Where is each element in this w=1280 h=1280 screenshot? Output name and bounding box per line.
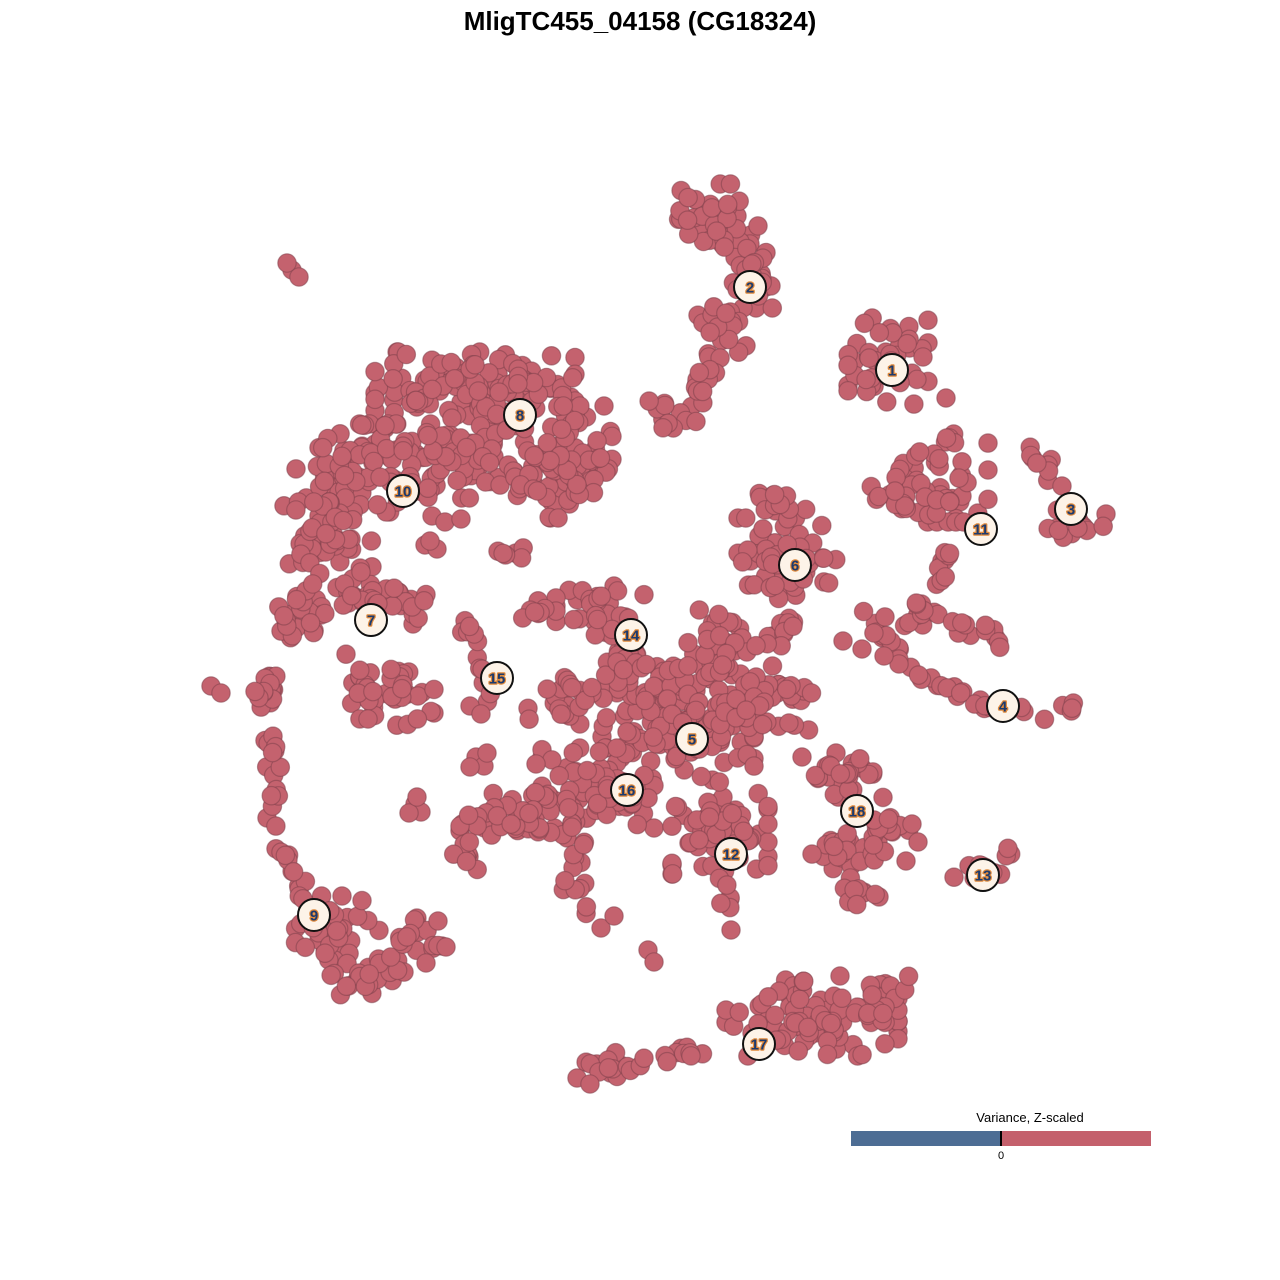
svg-text:17: 17 [751,1037,768,1054]
legend-tick-label: 0 [997,1150,1005,1162]
cluster-label-14: 14 [614,618,648,652]
cluster-label-5: 5 [675,722,709,756]
svg-text:2: 2 [746,280,754,297]
cluster-label-17: 17 [742,1027,776,1061]
cluster-label-2: 2 [733,270,767,304]
svg-text:13: 13 [975,868,992,885]
cluster-label-1: 1 [875,353,909,387]
svg-text:18: 18 [849,804,866,821]
cluster-label-9: 9 [297,898,331,932]
svg-text:3: 3 [1067,502,1075,519]
svg-text:1: 1 [888,363,896,380]
svg-text:11: 11 [973,522,989,539]
svg-text:6: 6 [791,558,799,575]
cluster-label-7: 7 [354,603,388,637]
cluster-label-16: 16 [610,773,644,807]
cluster-label-8: 8 [503,398,537,432]
svg-text:12: 12 [723,847,740,864]
cluster-label-10: 10 [386,474,420,508]
points-layer [201,174,1116,1094]
svg-text:4: 4 [999,699,1008,716]
cluster-label-18: 18 [840,794,874,828]
svg-text:5: 5 [688,732,696,749]
legend-title: Variance, Z-scaled [976,1110,1084,1125]
plot-title: MligTC455_04158 (CG18324) [463,6,817,36]
svg-text:7: 7 [367,613,375,630]
svg-text:15: 15 [489,671,506,688]
svg-text:14: 14 [623,628,640,645]
cluster-label-4: 4 [986,689,1020,723]
svg-text:9: 9 [310,908,318,925]
cluster-label-3: 3 [1054,492,1088,526]
cluster-label-15: 15 [480,661,514,695]
cluster-label-12: 12 [714,837,748,871]
cluster-label-6: 6 [778,548,812,582]
svg-text:16: 16 [619,783,636,800]
legend-gradient-bar [851,1131,1151,1146]
cluster-label-13: 13 [966,858,1000,892]
cluster-label-11: 11 [964,512,998,546]
svg-text:8: 8 [516,408,524,425]
svg-text:10: 10 [395,484,412,501]
colorbar-legend: Variance, Z-scaled 0 [851,1110,1151,1162]
legend-zero-tick [1000,1131,1002,1146]
